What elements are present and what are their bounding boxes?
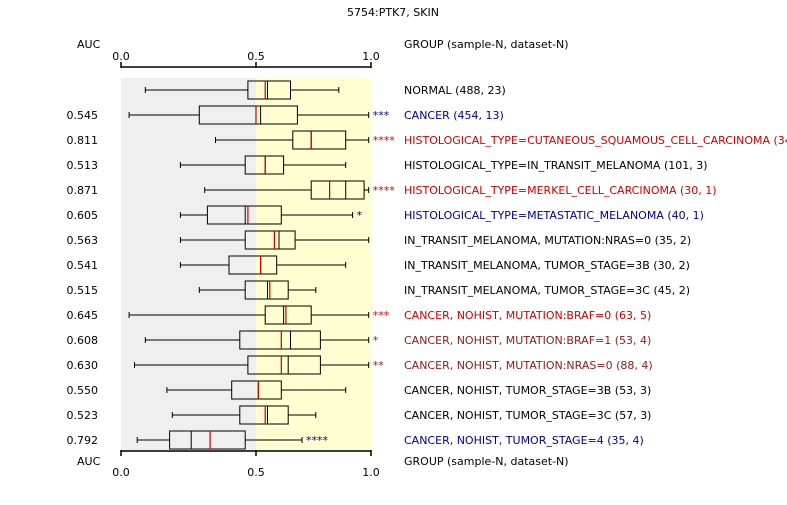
group-label: IN_TRANSIT_MELANOMA, TUMOR_STAGE=3C (45,… xyxy=(404,284,690,297)
group-label: CANCER, NOHIST, MUTATION:BRAF=1 (53, 4) xyxy=(404,334,651,347)
group-label: CANCER, NOHIST, MUTATION:BRAF=0 (63, 5) xyxy=(404,309,651,322)
row-0: NORMAL (488, 23) xyxy=(144,80,506,100)
row-11: ** 0.630 CANCER, NOHIST, MUTATION:NRAS=0 (… xyxy=(67,355,653,375)
row-4: **** 0.871 HISTOLOGICAL_TYPE=MERKEL_CELL_C… xyxy=(67,180,717,200)
row-14: **** 0.792 CANCER, NOHIST, TUMOR_STAGE=4 (… xyxy=(67,430,644,450)
auc-value: 0.563 xyxy=(67,234,99,247)
bottom-tick-label-1: 0.5 xyxy=(247,466,265,479)
group-label: HISTOLOGICAL_TYPE=CUTANEOUS_SQUAMOUS_CEL… xyxy=(404,134,787,147)
significance-stars: ** xyxy=(373,359,385,372)
bottom-tick-label-0: 0.0 xyxy=(112,466,130,479)
significance-stars: *** xyxy=(373,309,390,322)
top-tick-label-1: 0.5 xyxy=(247,50,265,63)
box xyxy=(244,155,285,175)
auc-value: 0.550 xyxy=(67,384,99,397)
auc-value: 0.513 xyxy=(67,159,99,172)
box xyxy=(264,305,312,325)
box xyxy=(247,355,321,375)
row-13: 0.523 CANCER, NOHIST, TUMOR_STAGE=3C (57,… xyxy=(67,405,651,425)
group-label: HISTOLOGICAL_TYPE=MERKEL_CELL_CARCINOMA … xyxy=(404,184,717,197)
box xyxy=(198,105,298,125)
group-label: HISTOLOGICAL_TYPE=IN_TRANSIT_MELANOMA (1… xyxy=(404,159,708,172)
auc-value: 0.523 xyxy=(67,409,99,422)
row-7: 0.541 IN_TRANSIT_MELANOMA, TUMOR_STAGE=3B… xyxy=(67,255,690,275)
group-label: CANCER, NOHIST, TUMOR_STAGE=3C (57, 3) xyxy=(404,409,651,422)
significance-stars: * xyxy=(373,334,379,347)
auc-value: 0.630 xyxy=(67,359,99,372)
group-label: HISTOLOGICAL_TYPE=METASTATIC_MELANOMA (4… xyxy=(404,209,704,222)
box xyxy=(231,380,282,400)
significance-stars: **** xyxy=(306,434,329,447)
box xyxy=(244,280,289,300)
auc-header-top: AUC xyxy=(77,38,101,51)
group-label: IN_TRANSIT_MELANOMA, MUTATION:NRAS=0 (35… xyxy=(404,234,691,247)
box xyxy=(239,330,321,350)
row-3: 0.513 HISTOLOGICAL_TYPE=IN_TRANSIT_MELANO… xyxy=(67,155,708,175)
box xyxy=(206,205,282,225)
group-label: CANCER, NOHIST, MUTATION:NRAS=0 (88, 4) xyxy=(404,359,653,372)
top-tick-label-0: 0.0 xyxy=(112,50,130,63)
top-tick-label-2: 1.0 xyxy=(362,50,380,63)
box xyxy=(310,180,365,200)
box xyxy=(247,80,291,100)
row-10: * 0.608 CANCER, NOHIST, MUTATION:BRAF=1 (5… xyxy=(67,330,651,350)
box xyxy=(228,255,278,275)
group-label: NORMAL (488, 23) xyxy=(404,84,506,97)
row-2: **** 0.811 HISTOLOGICAL_TYPE=CUTANEOUS_SQU… xyxy=(67,130,787,150)
group-label: CANCER (454, 13) xyxy=(404,109,504,122)
significance-stars: * xyxy=(357,209,363,222)
significance-stars: *** xyxy=(373,109,390,122)
box xyxy=(239,405,289,425)
bottom-tick-label-2: 1.0 xyxy=(362,466,380,479)
auc-value: 0.792 xyxy=(67,434,99,447)
row-6: 0.563 IN_TRANSIT_MELANOMA, MUTATION:NRAS=… xyxy=(67,230,691,250)
auc-value: 0.515 xyxy=(67,284,99,297)
auc-value: 0.811 xyxy=(67,134,99,147)
group-label: CANCER, NOHIST, TUMOR_STAGE=3B (53, 3) xyxy=(404,384,651,397)
auc-value: 0.645 xyxy=(67,309,99,322)
row-12: 0.550 CANCER, NOHIST, TUMOR_STAGE=3B (53,… xyxy=(67,380,651,400)
significance-stars: **** xyxy=(373,134,396,147)
row-5: * 0.605 HISTOLOGICAL_TYPE=METASTATIC_MELAN… xyxy=(67,205,704,225)
group-label: IN_TRANSIT_MELANOMA, TUMOR_STAGE=3B (30,… xyxy=(404,259,690,272)
box xyxy=(169,430,246,450)
significance-stars: **** xyxy=(373,184,396,197)
chart-title: 5754:PTK7, SKIN xyxy=(347,6,439,19)
group-label: CANCER, NOHIST, TUMOR_STAGE=4 (35, 4) xyxy=(404,434,644,447)
row-8: 0.515 IN_TRANSIT_MELANOMA, TUMOR_STAGE=3C… xyxy=(67,280,690,300)
auc-header-bottom: AUC xyxy=(77,455,101,468)
auc-value: 0.541 xyxy=(67,259,99,272)
auc-value: 0.608 xyxy=(67,334,99,347)
auc-value: 0.545 xyxy=(67,109,99,122)
auc-value: 0.605 xyxy=(67,209,99,222)
box xyxy=(244,230,296,250)
row-9: *** 0.645 CANCER, NOHIST, MUTATION:BRAF=0 … xyxy=(67,305,651,325)
auc-value: 0.871 xyxy=(67,184,99,197)
group-header-top: GROUP (sample-N, dataset-N) xyxy=(404,38,569,51)
row-1: *** 0.545 CANCER (454, 13) xyxy=(67,105,504,125)
box xyxy=(292,130,347,150)
group-header-bottom: GROUP (sample-N, dataset-N) xyxy=(404,455,569,468)
